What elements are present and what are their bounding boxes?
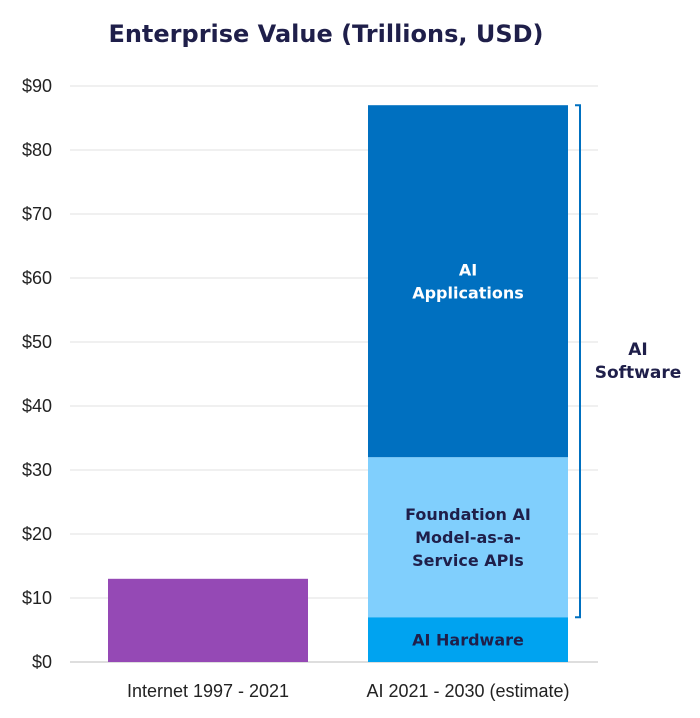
category-labels: Internet 1997 - 2021 AI 2021 - 2030 (esti… <box>127 681 570 701</box>
y-tick-label: $20 <box>22 524 52 544</box>
segment-label: AI Applications <box>412 261 524 303</box>
chart-title: Enterprise Value (Trillions, USD) <box>108 20 543 48</box>
bar-segment <box>368 105 568 458</box>
y-tick-label: $10 <box>22 588 52 608</box>
y-tick-label: $90 <box>22 76 52 96</box>
category-label: Internet 1997 - 2021 <box>127 681 289 701</box>
bar-segment <box>108 578 308 662</box>
y-tick-label: $70 <box>22 204 52 224</box>
bar-segment <box>368 617 568 662</box>
y-tick-label: $40 <box>22 396 52 416</box>
bar-segment <box>368 457 568 618</box>
bracket-label: AI Software <box>595 340 682 383</box>
bracket-line <box>575 104 581 619</box>
y-tick-label: $50 <box>22 332 52 352</box>
y-axis-ticks: $0 $10 $20 $30 $40 $50 $60 $70 $80 $90 <box>22 76 52 672</box>
category-label: AI 2021 - 2030 (estimate) <box>366 681 569 701</box>
segment-labels: AI Hardware Foundation AI Model-as-a-Servi… <box>405 261 531 650</box>
segment-label: Foundation AI Model-as-a-Service APIs <box>405 505 531 570</box>
y-tick-label: $80 <box>22 140 52 160</box>
y-tick-label: $30 <box>22 460 52 480</box>
bars <box>108 105 568 662</box>
y-tick-label: $0 <box>32 652 52 672</box>
segment-label: AI Hardware <box>412 631 524 650</box>
y-tick-label: $60 <box>22 268 52 288</box>
ai-software-bracket: AI Software <box>575 104 682 619</box>
